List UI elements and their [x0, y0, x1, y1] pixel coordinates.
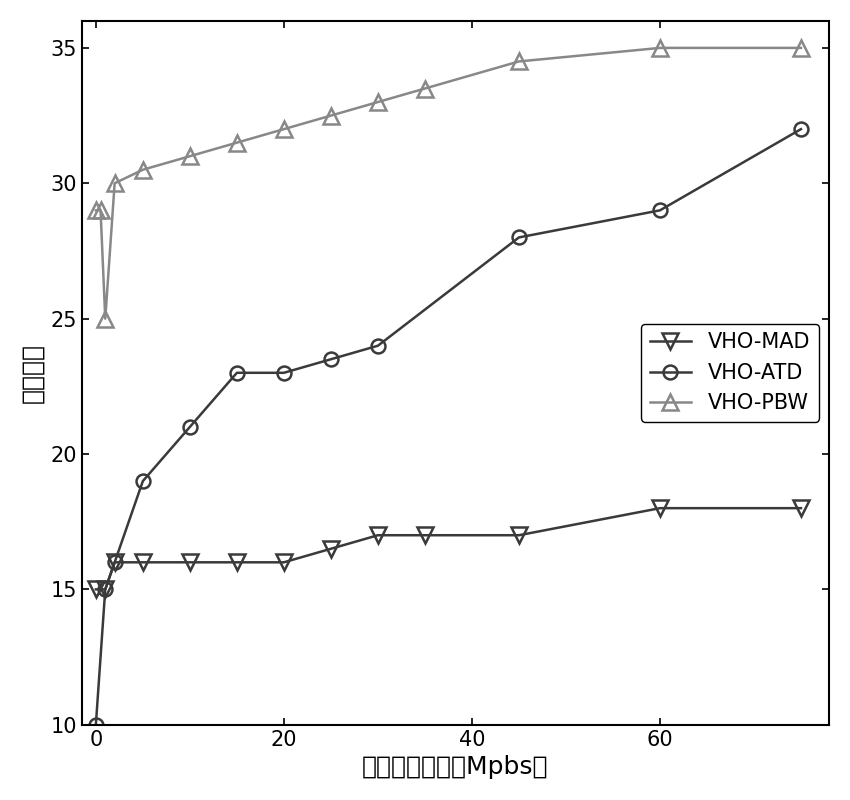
- VHO-PBW: [95, 206, 105, 215]
- VHO-ATD: [100, 585, 110, 594]
- VHO-ATD: [373, 341, 383, 350]
- Line: VHO-ATD: VHO-ATD: [89, 122, 808, 732]
- Y-axis label: 切换次数: 切换次数: [21, 342, 45, 402]
- VHO-MAD: [100, 585, 110, 594]
- VHO-MAD: [110, 558, 120, 567]
- Line: VHO-PBW: VHO-PBW: [88, 40, 808, 326]
- VHO-ATD: [326, 354, 336, 364]
- VHO-ATD: [796, 124, 806, 134]
- VHO-ATD: [654, 206, 665, 215]
- VHO-PBW: [513, 57, 524, 66]
- VHO-PBW: [654, 43, 665, 53]
- VHO-MAD: [138, 558, 148, 567]
- VHO-MAD: [513, 530, 524, 540]
- VHO-PBW: [796, 43, 806, 53]
- VHO-MAD: [326, 544, 336, 554]
- VHO-ATD: [184, 422, 195, 432]
- VHO-MAD: [184, 558, 195, 567]
- VHO-ATD: [110, 558, 120, 567]
- VHO-PBW: [138, 165, 148, 174]
- VHO-PBW: [184, 151, 195, 161]
- VHO-PBW: [110, 178, 120, 188]
- VHO-MAD: [279, 558, 289, 567]
- X-axis label: 终端带宽需求（Mpbs）: 终端带宽需求（Mpbs）: [362, 755, 549, 779]
- VHO-ATD: [91, 720, 101, 730]
- VHO-PBW: [91, 206, 101, 215]
- VHO-MAD: [654, 503, 665, 513]
- VHO-MAD: [373, 530, 383, 540]
- VHO-PBW: [373, 98, 383, 107]
- VHO-PBW: [279, 124, 289, 134]
- VHO-ATD: [279, 368, 289, 378]
- Line: VHO-MAD: VHO-MAD: [88, 501, 808, 597]
- VHO-ATD: [232, 368, 242, 378]
- VHO-ATD: [513, 233, 524, 242]
- VHO-MAD: [796, 503, 806, 513]
- Legend: VHO-MAD, VHO-ATD, VHO-PBW: VHO-MAD, VHO-ATD, VHO-PBW: [641, 324, 819, 422]
- VHO-PBW: [420, 84, 430, 94]
- VHO-PBW: [100, 314, 110, 323]
- VHO-MAD: [91, 585, 101, 594]
- VHO-MAD: [232, 558, 242, 567]
- VHO-ATD: [138, 476, 148, 486]
- VHO-PBW: [232, 138, 242, 147]
- VHO-MAD: [420, 530, 430, 540]
- VHO-PBW: [326, 110, 336, 120]
